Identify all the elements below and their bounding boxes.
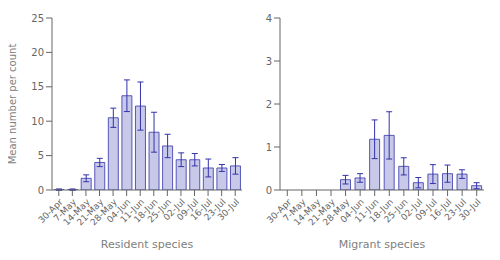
svg-text:7-May: 7-May [51,196,79,224]
svg-text:1: 1 [266,142,272,153]
svg-text:21-May: 21-May [74,196,106,228]
svg-text:23-Jul: 23-Jul [442,196,469,223]
svg-text:14-May: 14-May [291,196,323,228]
svg-text:3: 3 [266,56,272,67]
svg-text:23-Jul: 23-Jul [202,196,228,223]
svg-text:0: 0 [38,185,44,196]
svg-text:7-May: 7-May [281,196,308,224]
svg-text:02-Jul: 02-Jul [161,196,187,223]
svg-text:Resident species: Resident species [101,238,194,251]
svg-text:04-Jun: 04-Jun [104,196,133,225]
svg-text:Mean number per count: Mean number per count [8,44,18,165]
svg-text:11-Jun: 11-Jun [352,196,381,225]
svg-text:30-Apr: 30-Apr [36,196,65,226]
svg-text:16-Jul: 16-Jul [188,196,214,223]
svg-text:02-Jul: 02-Jul [398,196,425,223]
svg-text:0: 0 [266,185,272,196]
svg-text:04-Jun: 04-Jun [338,196,367,225]
svg-text:14-May: 14-May [61,196,92,228]
svg-text:5: 5 [38,150,44,161]
svg-text:11-Jun: 11-Jun [118,196,147,225]
svg-text:Migrant species: Migrant species [339,238,426,251]
svg-text:16-Jul: 16-Jul [428,196,454,223]
svg-text:25: 25 [31,13,44,24]
svg-text:28-May: 28-May [88,196,119,228]
svg-text:20: 20 [31,47,44,58]
svg-text:30-Jul: 30-Jul [216,197,242,223]
svg-text:21-May: 21-May [306,196,337,228]
svg-text:15: 15 [31,81,44,92]
svg-text:4: 4 [266,13,272,24]
svg-text:09-Jul: 09-Jul [174,196,201,223]
svg-text:09-Jul: 09-Jul [413,196,439,223]
svg-text:25-Jun: 25-Jun [145,196,174,225]
svg-text:10: 10 [31,116,44,127]
svg-text:30-Jul: 30-Jul [457,197,483,223]
svg-text:25-Jun: 25-Jun [382,196,410,225]
svg-text:2: 2 [266,99,272,110]
svg-text:28-May: 28-May [320,196,352,228]
svg-text:18-Jun: 18-Jun [132,196,160,225]
svg-text:18-Jun: 18-Jun [367,196,396,225]
svg-text:30-Apr: 30-Apr [264,196,294,226]
